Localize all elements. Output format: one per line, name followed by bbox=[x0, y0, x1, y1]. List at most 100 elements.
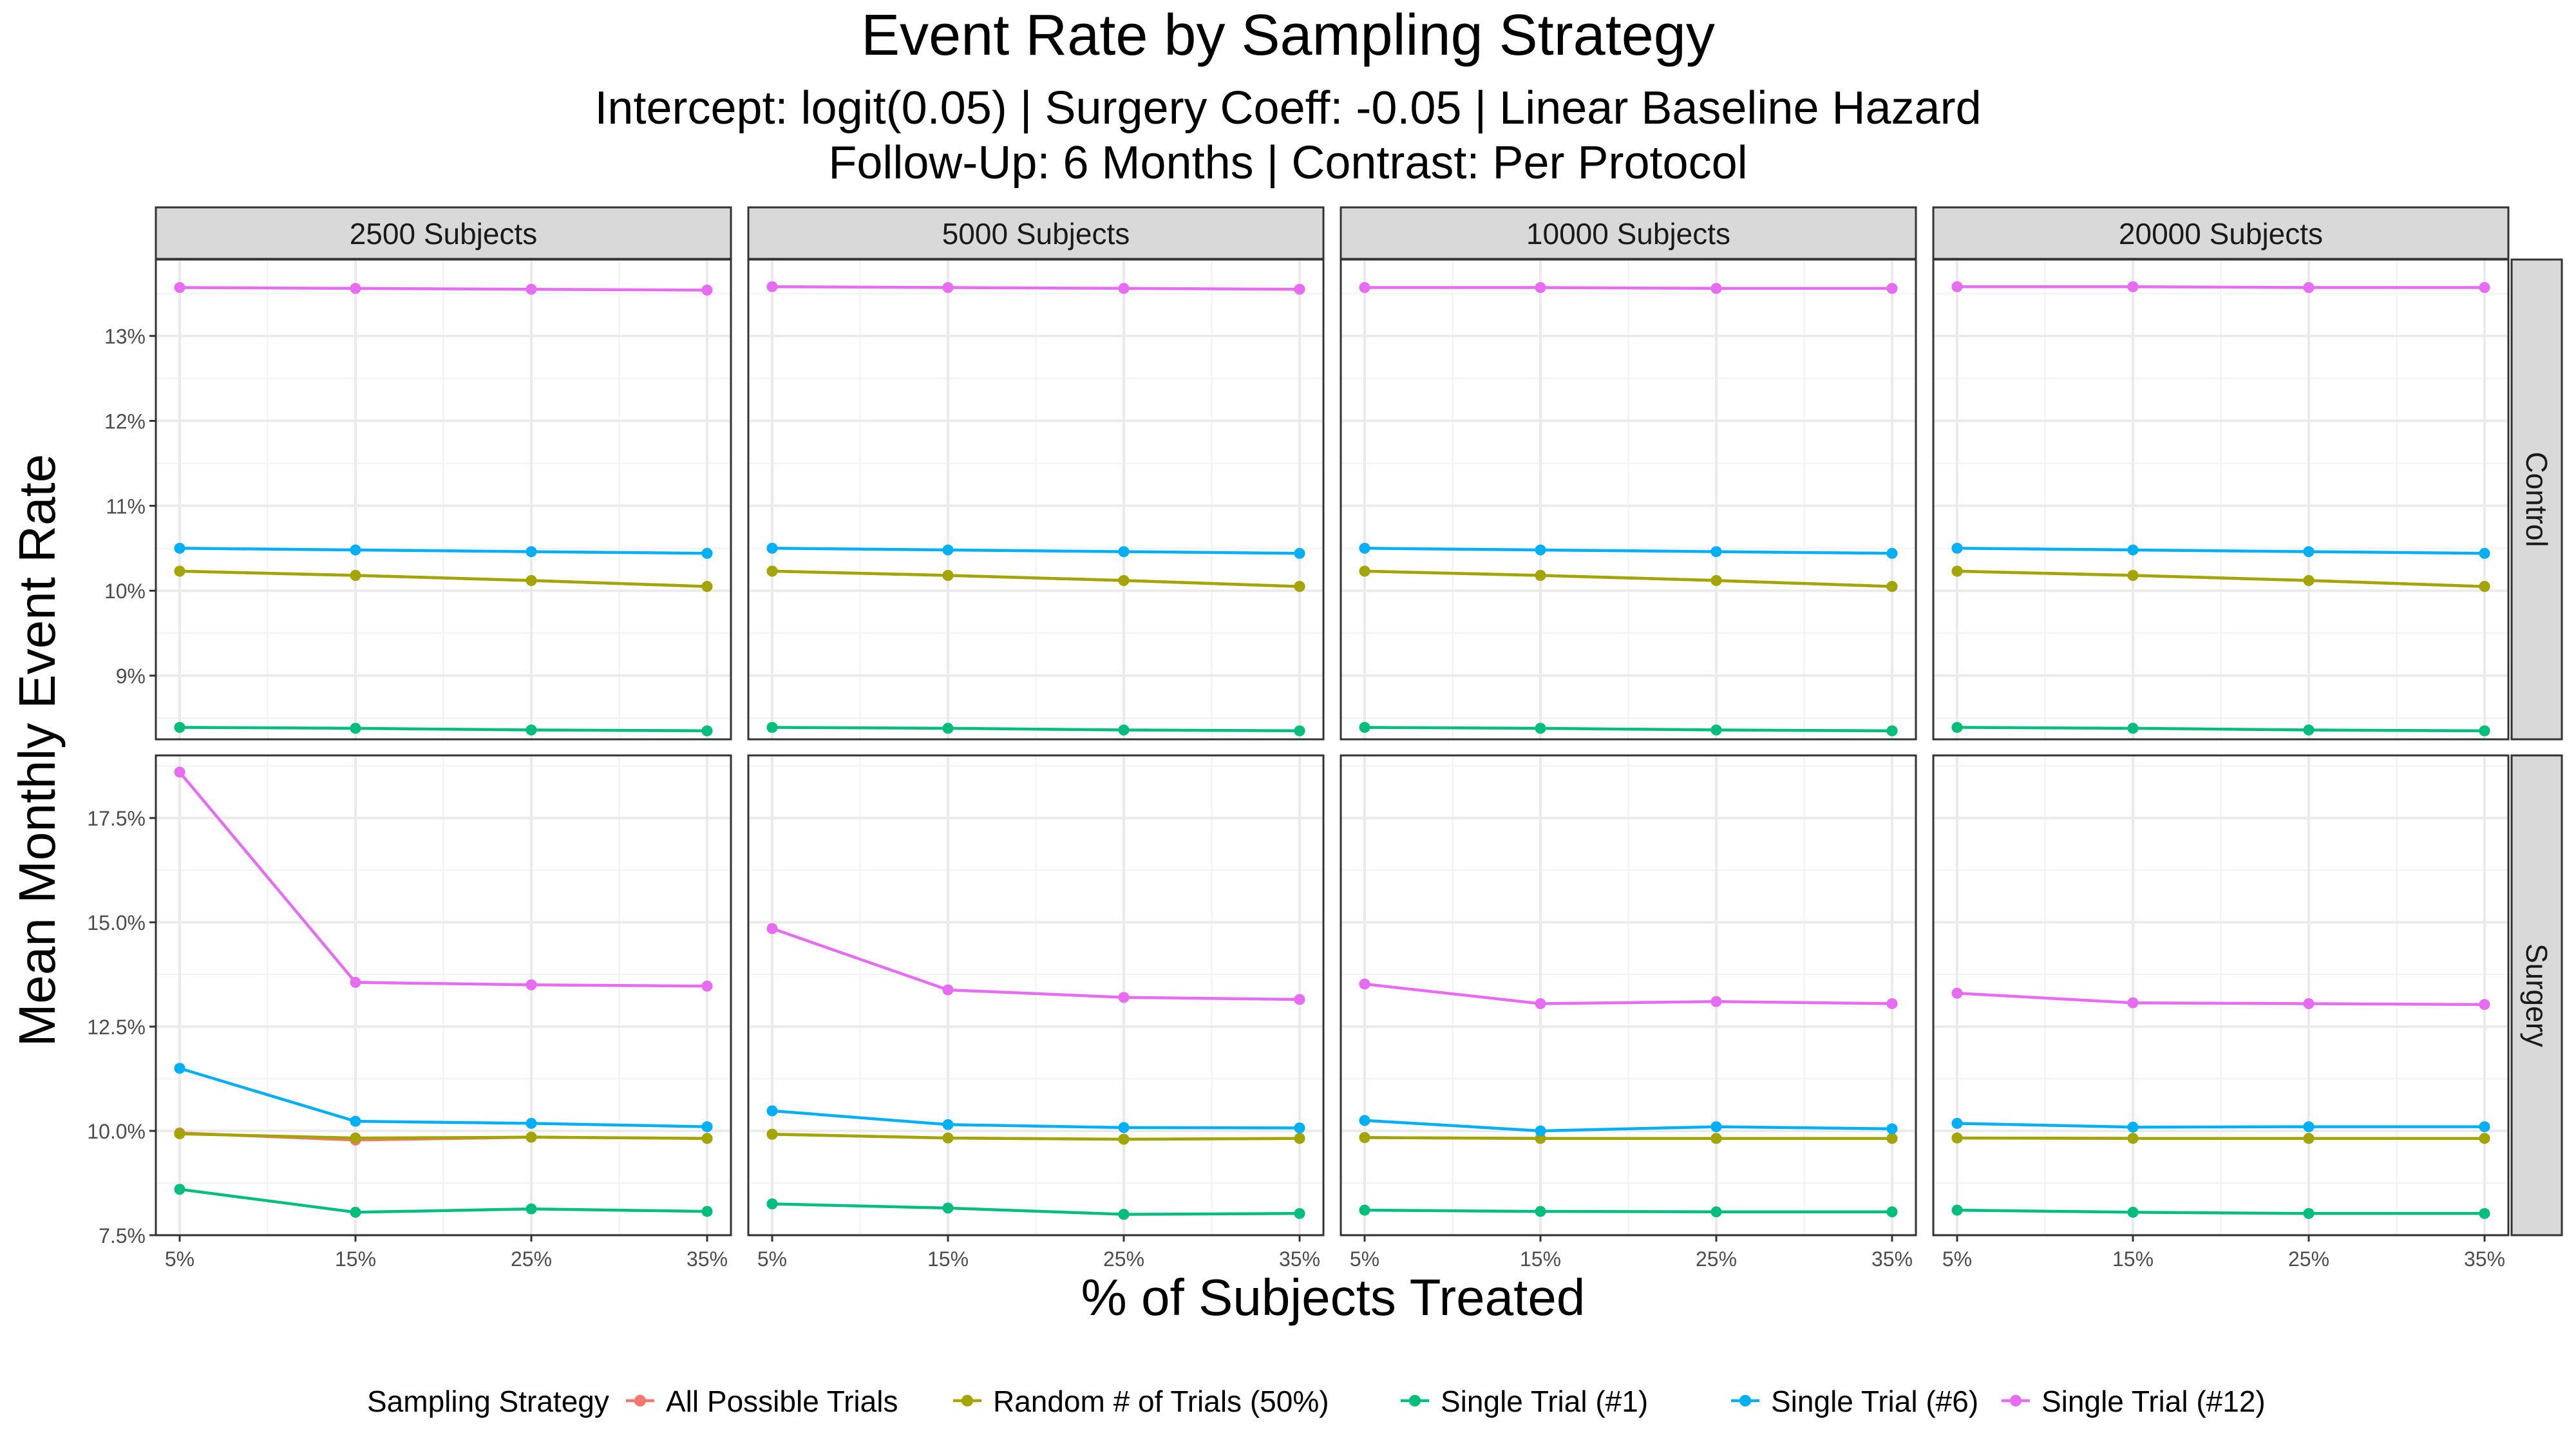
data-point bbox=[2479, 725, 2490, 737]
data-point bbox=[2303, 574, 2315, 586]
data-point bbox=[1535, 723, 1546, 734]
legend-entry-label: All Possible Trials bbox=[666, 1385, 898, 1418]
series-line bbox=[1364, 1119, 1893, 1133]
x-tick-label: 15% bbox=[927, 1247, 969, 1271]
chart-title: Event Rate by Sampling Strategy bbox=[861, 3, 1715, 68]
x-tick-label: 35% bbox=[1279, 1247, 1320, 1271]
data-point bbox=[1359, 1204, 1370, 1216]
facet-strip-column bbox=[1340, 206, 1917, 260]
data-point bbox=[1118, 992, 1130, 1003]
legend-title: Sampling Strategy bbox=[367, 1385, 609, 1418]
x-tick-label: 25% bbox=[511, 1247, 552, 1271]
y-tick-label: 13% bbox=[104, 325, 146, 348]
x-axis-title: % of Subjects Treated bbox=[1081, 1269, 1586, 1326]
data-point bbox=[350, 570, 361, 582]
legend-key-point bbox=[634, 1395, 646, 1406]
data-point bbox=[1294, 1122, 1305, 1134]
data-point bbox=[174, 1184, 185, 1195]
data-point bbox=[1359, 565, 1370, 577]
data-point bbox=[1294, 1133, 1305, 1144]
data-point bbox=[174, 722, 185, 734]
x-tick-label: 35% bbox=[687, 1247, 728, 1271]
series-line bbox=[1956, 1122, 2485, 1129]
data-point bbox=[1951, 1117, 1963, 1129]
data-point bbox=[1951, 281, 1963, 292]
series-line bbox=[1956, 569, 2485, 588]
data-point bbox=[766, 281, 778, 292]
data-point bbox=[1359, 282, 1370, 294]
data-point bbox=[2127, 1206, 2139, 1218]
data-point bbox=[1535, 1206, 1546, 1217]
chart-subtitle-line-2: Follow-Up: 6 Months | Contrast: Per Prot… bbox=[828, 137, 1747, 189]
data-point bbox=[1359, 722, 1370, 734]
data-point bbox=[2479, 547, 2490, 559]
legend-entry-label: Single Trial (#6) bbox=[1771, 1385, 1978, 1418]
data-point bbox=[1359, 1115, 1370, 1126]
x-tick-label: 35% bbox=[1871, 1247, 1913, 1271]
data-point bbox=[1886, 547, 1898, 559]
data-point bbox=[2479, 581, 2490, 592]
data-point bbox=[1886, 998, 1898, 1009]
panel-border bbox=[747, 258, 1325, 741]
facet-strip-column bbox=[155, 206, 732, 260]
data-point bbox=[2303, 998, 2315, 1009]
x-tick-label: 15% bbox=[335, 1247, 376, 1271]
data-point bbox=[766, 722, 778, 734]
data-point bbox=[1951, 987, 1963, 999]
x-tick-label: 5% bbox=[757, 1247, 787, 1271]
data-point bbox=[942, 1119, 954, 1130]
data-point bbox=[526, 1132, 537, 1143]
data-point bbox=[1118, 1209, 1130, 1220]
legend-key-point bbox=[1739, 1395, 1751, 1406]
data-point bbox=[350, 723, 361, 734]
series-line bbox=[1956, 726, 2485, 733]
data-point bbox=[1118, 724, 1130, 735]
data-point bbox=[1710, 1133, 1722, 1144]
legend-entry-label: Single Trial (#1) bbox=[1441, 1385, 1648, 1418]
data-point bbox=[526, 1117, 537, 1129]
data-point bbox=[1951, 1204, 1963, 1216]
data-point bbox=[1118, 1133, 1130, 1145]
data-point bbox=[766, 1198, 778, 1209]
series-line bbox=[772, 569, 1300, 588]
data-point bbox=[174, 282, 185, 294]
facet-strip-row bbox=[2510, 258, 2563, 741]
data-point bbox=[350, 544, 361, 556]
series-line bbox=[1364, 1208, 1892, 1213]
data-point bbox=[2303, 282, 2315, 294]
data-point bbox=[1118, 1122, 1130, 1133]
data-point bbox=[1294, 547, 1305, 559]
data-point bbox=[526, 1203, 537, 1215]
series-line bbox=[179, 569, 708, 588]
series-line bbox=[178, 771, 708, 988]
data-point bbox=[942, 723, 954, 734]
series-line bbox=[1364, 726, 1893, 733]
data-point bbox=[1118, 546, 1130, 558]
data-point bbox=[701, 1206, 713, 1217]
y-tick-label: 7.5% bbox=[99, 1224, 146, 1247]
data-point bbox=[1886, 581, 1898, 592]
data-point bbox=[1535, 998, 1546, 1009]
data-point bbox=[1710, 283, 1722, 294]
data-point bbox=[2127, 281, 2139, 292]
data-point bbox=[350, 1115, 361, 1127]
panel-border bbox=[1340, 754, 1917, 1236]
panel-border bbox=[155, 754, 732, 1236]
data-point bbox=[2127, 570, 2139, 582]
data-point bbox=[701, 1133, 713, 1144]
data-point bbox=[350, 1132, 361, 1144]
series-line bbox=[179, 1188, 708, 1214]
data-point bbox=[701, 547, 713, 559]
data-point bbox=[942, 544, 954, 556]
data-point bbox=[701, 1121, 713, 1133]
data-point bbox=[1710, 724, 1722, 735]
y-axis-title: Mean Monthly Event Rate bbox=[8, 454, 66, 1046]
y-tick-label: 12% bbox=[104, 410, 146, 433]
series-line bbox=[1364, 1136, 1892, 1140]
data-point bbox=[1886, 725, 1898, 737]
series-line bbox=[179, 1132, 708, 1140]
series-line bbox=[772, 927, 1300, 1001]
legend-key-point bbox=[961, 1395, 973, 1406]
chart-subtitle-line-1: Intercept: logit(0.05) | Surgery Coeff: … bbox=[594, 82, 1981, 134]
